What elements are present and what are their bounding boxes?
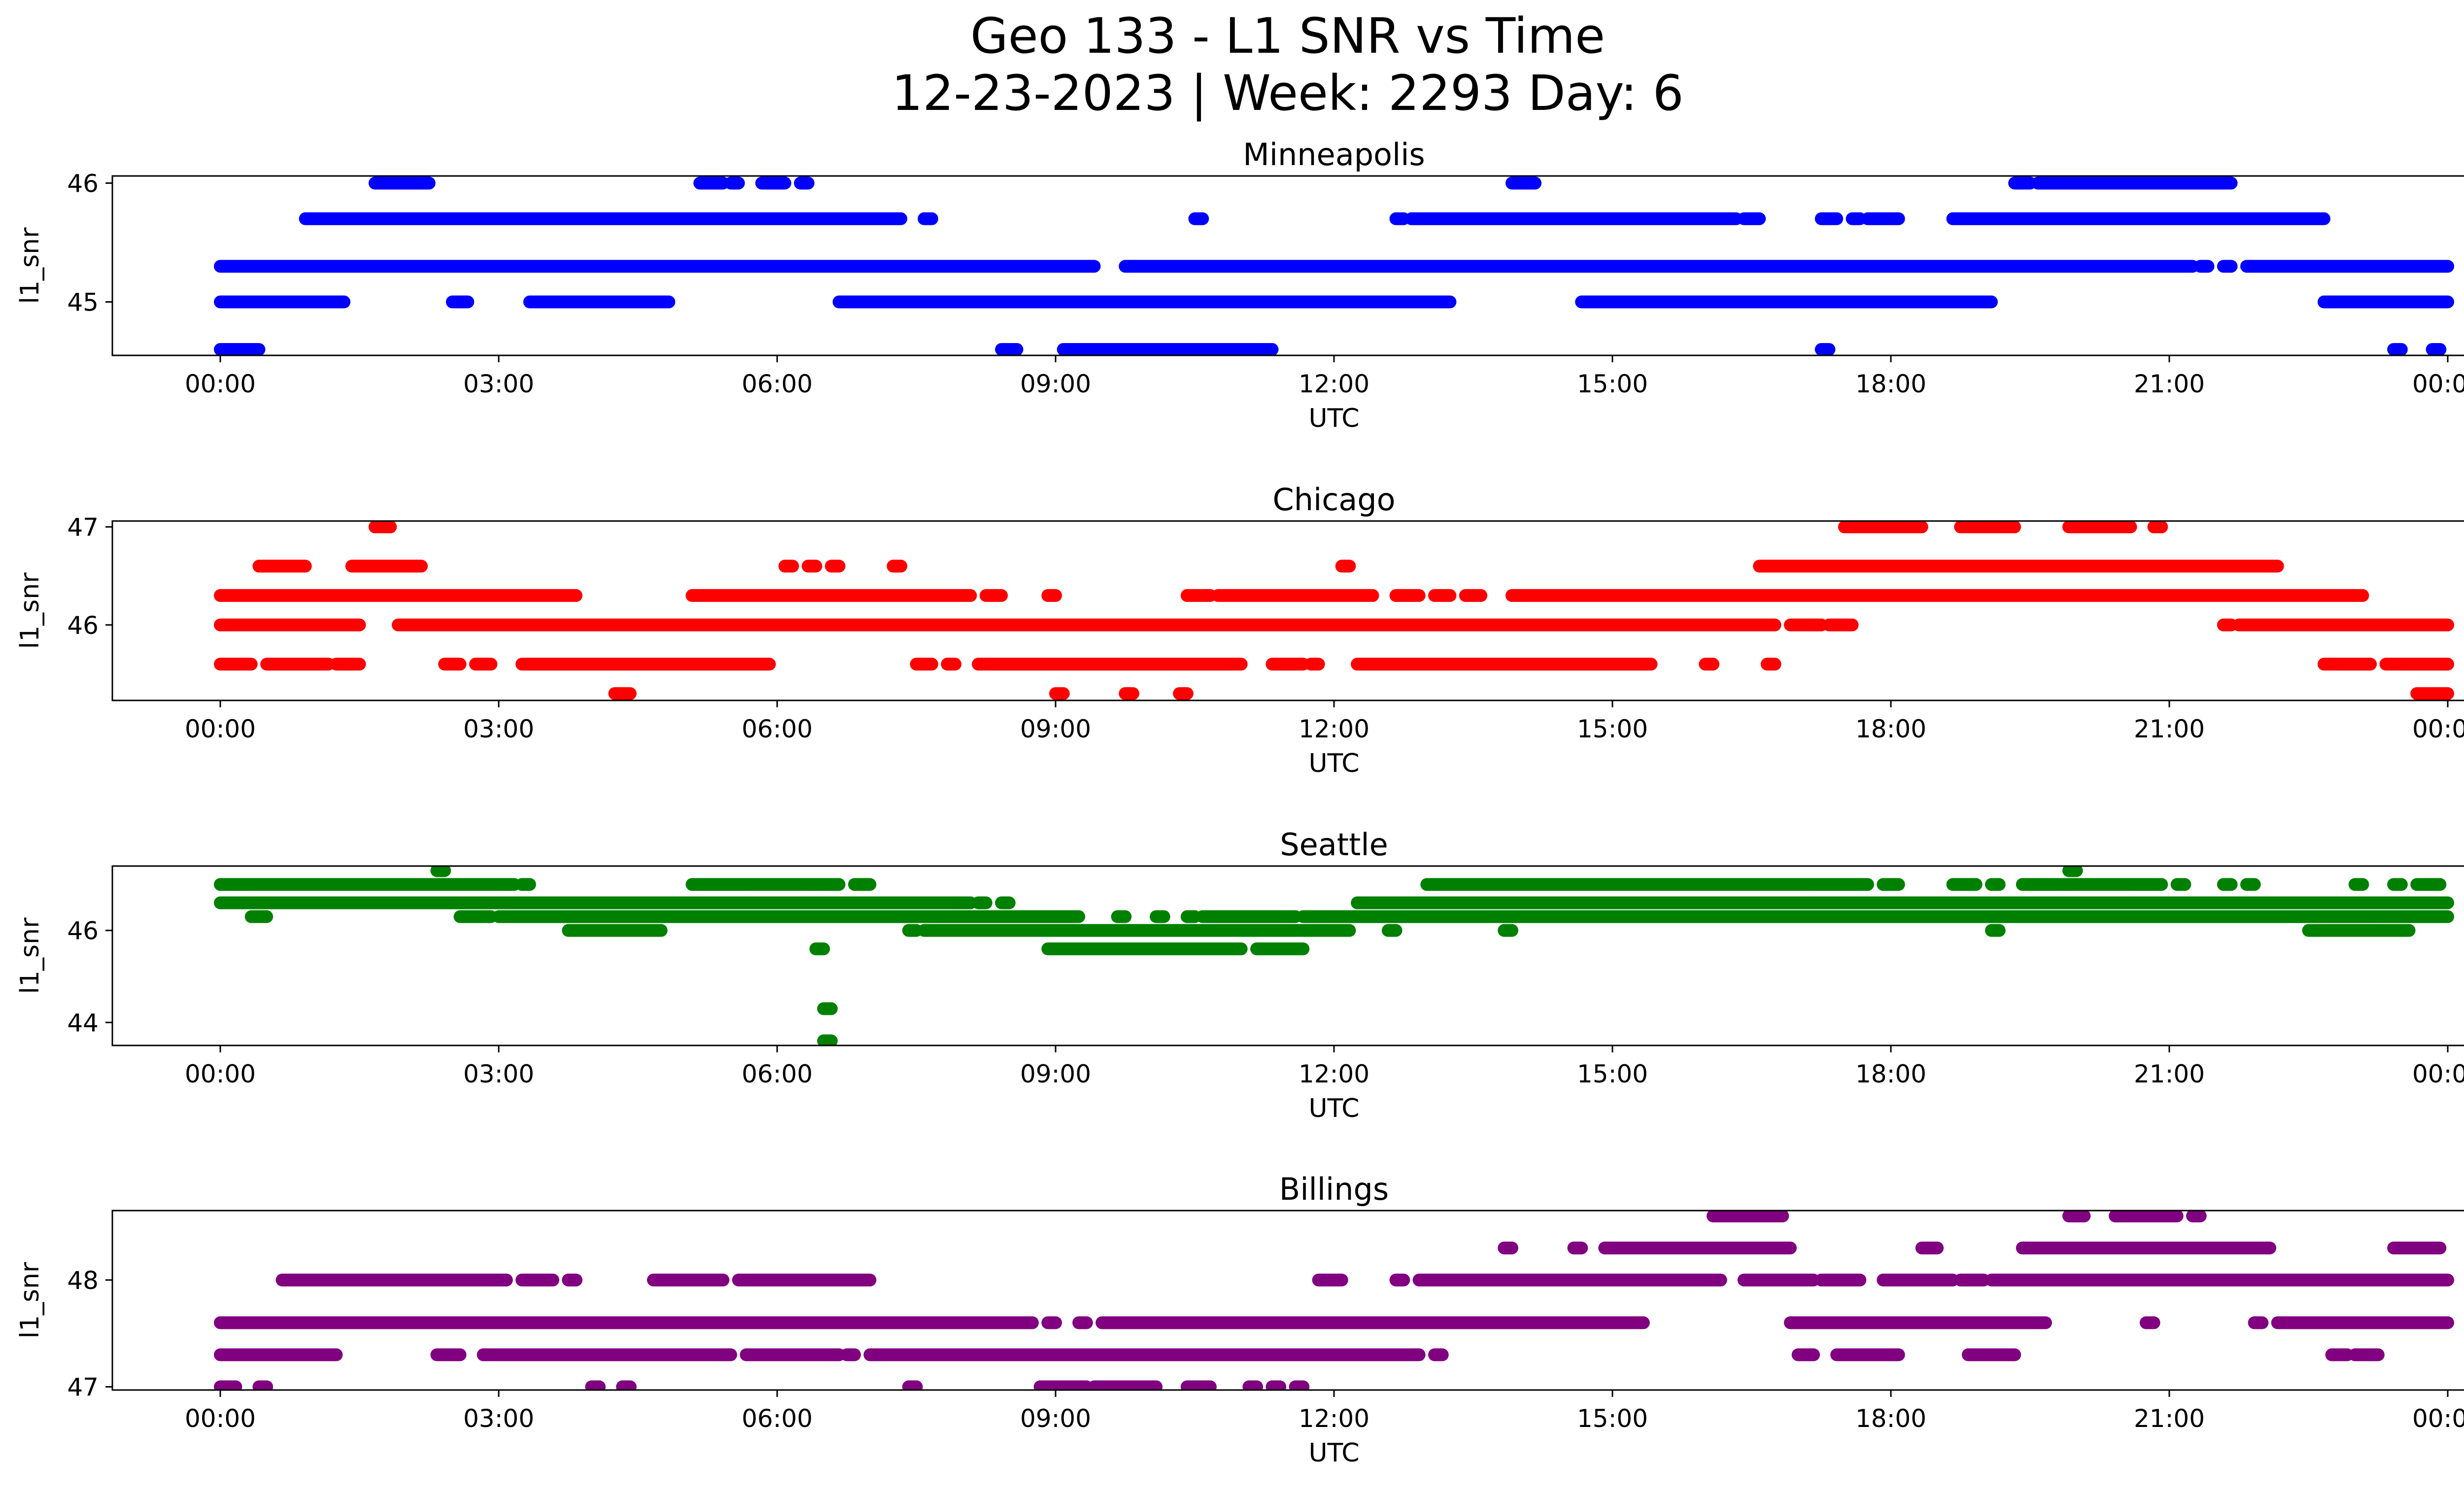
x-tick-label: 00:00 <box>2412 370 2464 398</box>
x-tick-label: 03:00 <box>463 715 534 743</box>
x-tick-label: 21:00 <box>2134 370 2205 398</box>
plot-frame <box>111 1210 2464 1391</box>
x-tick-label: 12:00 <box>1299 1060 1369 1088</box>
y-tick-label: 47 <box>67 1373 99 1402</box>
y-tick-label: 48 <box>67 1266 99 1295</box>
subplot-title: Chicago <box>1272 482 1395 518</box>
x-tick-label: 18:00 <box>1855 370 1926 398</box>
x-tick-label: 12:00 <box>1299 715 1369 743</box>
y-axis-label: l1_snr <box>15 227 45 304</box>
x-tick-label: 15:00 <box>1577 715 1648 743</box>
x-tick-label: 03:00 <box>463 1060 534 1088</box>
x-tick-label: 06:00 <box>742 1060 813 1088</box>
subplot-seattle: Seattle 00:00 03:00 06:00 09:00 12:00 15:00 18:… <box>15 827 2464 1123</box>
x-axis-label: UTC <box>1308 1438 1359 1468</box>
figure-title: Geo 133 - L1 SNR vs Time <box>970 8 1605 65</box>
x-tick-label: 06:00 <box>742 715 813 743</box>
subplot-title: Billings <box>1279 1171 1389 1207</box>
data-points <box>214 1211 2454 1390</box>
subplot-billings: Billings 00:00 03:00 06:00 09:00 12:00 15:00 18… <box>15 1171 2464 1468</box>
x-tick-label: 21:00 <box>2134 1060 2205 1088</box>
x-tick-label: 00:00 <box>185 1060 256 1088</box>
x-tick-label: 15:00 <box>1577 1404 1648 1433</box>
x-tick-label: 00:00 <box>2412 1404 2464 1433</box>
x-tick-label: 06:00 <box>742 370 813 398</box>
x-tick-label: 00:00 <box>185 715 256 743</box>
y-tick-label: 46 <box>67 917 99 945</box>
x-tick-label: 06:00 <box>742 1404 813 1433</box>
x-axis-label: UTC <box>1308 404 1359 433</box>
y-axis-label: l1_snr <box>15 572 45 649</box>
y-tick-label: 45 <box>67 288 99 317</box>
data-points <box>214 176 2454 355</box>
x-axis-label: UTC <box>1308 749 1359 778</box>
x-tick-label: 00:00 <box>185 370 256 398</box>
x-tick-label: 09:00 <box>1020 715 1091 743</box>
y-tick-label: 46 <box>67 169 99 198</box>
plot-frame <box>111 865 2464 1046</box>
x-tick-label: 00:00 <box>2412 1060 2464 1088</box>
subplot-minneapolis: Minneapolis 00:00 03:00 06:00 09:00 12:00 15:0… <box>15 137 2464 433</box>
x-tick-label: 00:00 <box>2412 715 2464 743</box>
x-tick-label: 12:00 <box>1299 1404 1369 1433</box>
y-axis-label: l1_snr <box>15 917 45 994</box>
data-points <box>214 866 2454 1045</box>
subplot-title: Seattle <box>1280 827 1388 863</box>
y-tick-label: 47 <box>67 513 99 542</box>
y-axis-label: l1_snr <box>15 1262 45 1339</box>
x-tick-label: 15:00 <box>1577 370 1648 398</box>
data-points <box>214 521 2454 700</box>
x-tick-label: 03:00 <box>463 370 534 398</box>
plot-frame <box>111 520 2464 701</box>
x-tick-label: 18:00 <box>1855 715 1926 743</box>
x-tick-label: 09:00 <box>1020 1404 1091 1433</box>
x-tick-label: 18:00 <box>1855 1060 1926 1088</box>
figure-subtitle: 12-23-2023 | Week: 2293 Day: 6 <box>891 65 1684 122</box>
x-tick-label: 09:00 <box>1020 1060 1091 1088</box>
x-tick-label: 15:00 <box>1577 1060 1648 1088</box>
x-axis-label: UTC <box>1308 1094 1359 1123</box>
x-tick-label: 18:00 <box>1855 1404 1926 1433</box>
y-tick-label: 44 <box>67 1008 99 1037</box>
x-tick-label: 21:00 <box>2134 715 2205 743</box>
x-tick-label: 12:00 <box>1299 370 1369 398</box>
x-tick-label: 09:00 <box>1020 370 1091 398</box>
x-tick-label: 21:00 <box>2134 1404 2205 1433</box>
subplot-chicago: Chicago 00:00 03:00 06:00 09:00 12:00 15:00 18:… <box>15 482 2464 778</box>
subplot-title: Minneapolis <box>1243 137 1425 173</box>
y-tick-label: 46 <box>67 611 99 640</box>
x-tick-label: 00:00 <box>185 1404 256 1433</box>
x-tick-label: 03:00 <box>463 1404 534 1433</box>
